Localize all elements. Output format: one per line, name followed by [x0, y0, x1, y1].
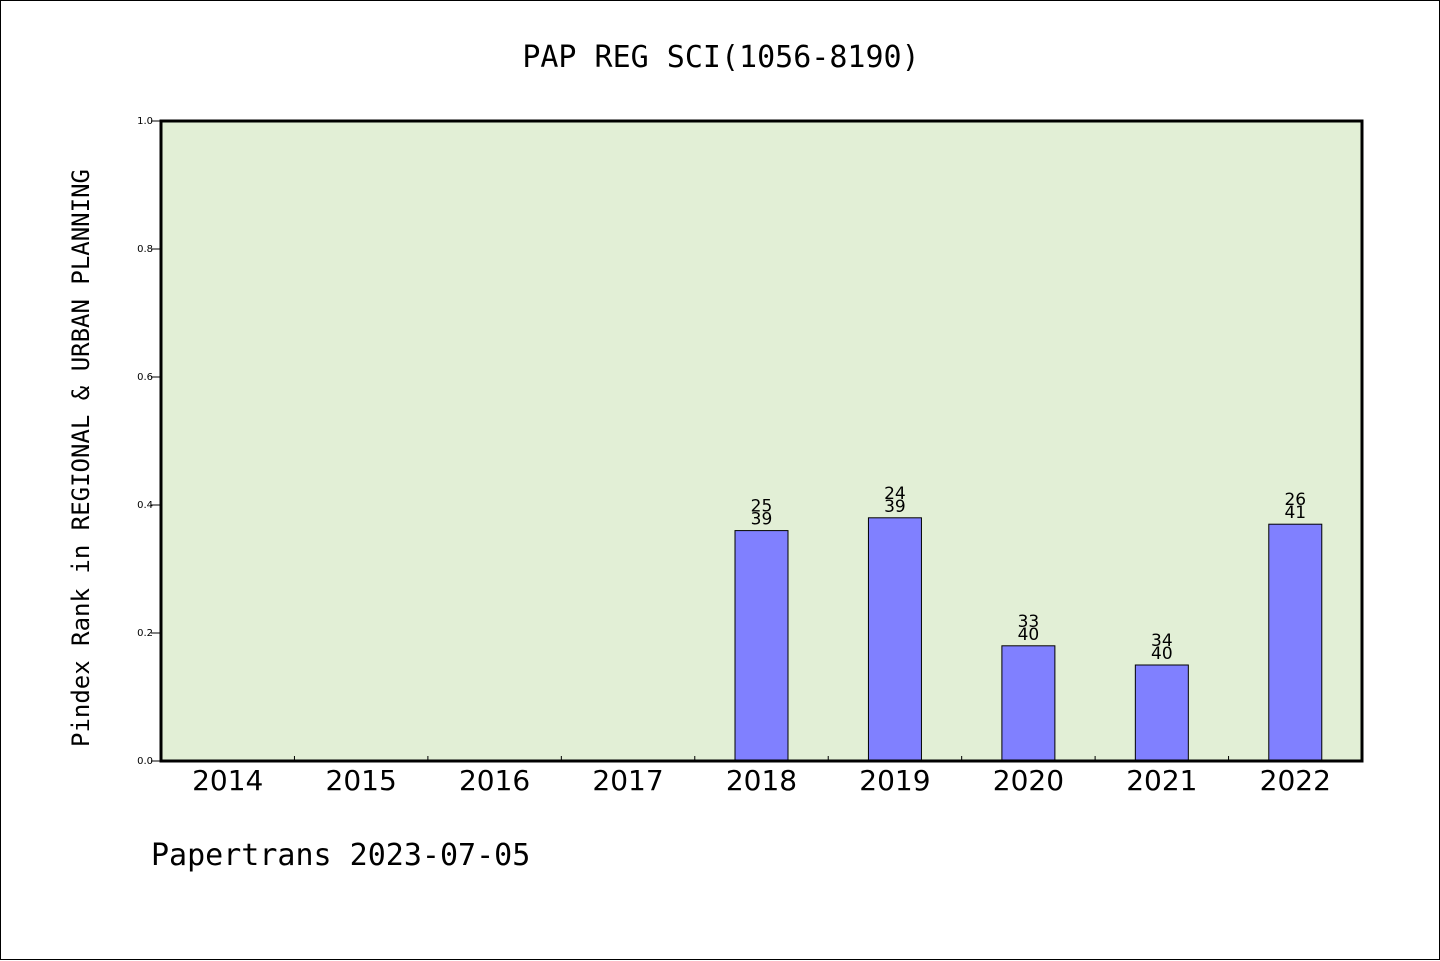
bar-rank-label: 33	[1018, 612, 1040, 632]
bar-2019	[867, 517, 922, 762]
bar-2020	[1001, 645, 1056, 762]
bar-rank-label: 34	[1151, 631, 1173, 651]
bar-rank-label: 25	[751, 497, 773, 517]
x-tick-label: 2018	[726, 764, 797, 797]
x-tick-label: 2021	[1126, 764, 1197, 797]
bar-total-label: 40	[1151, 644, 1173, 664]
y-tick-label: 1.0	[137, 116, 153, 127]
plot-border	[159, 119, 1364, 763]
bar-total-label: 39	[751, 510, 773, 530]
y-tick-label: 0.2	[137, 628, 153, 639]
x-tick-label: 2019	[859, 764, 930, 797]
bar-rank-label: 26	[1284, 490, 1306, 510]
y-axis-label: Pindex Rank in REGIONAL & URBAN PLANNING	[67, 169, 95, 747]
bar-2021	[1134, 664, 1189, 762]
bar-2018	[734, 530, 789, 762]
bar-2022	[1268, 523, 1323, 762]
y-tick-label: 0.8	[137, 244, 153, 255]
x-tick-label: 2016	[459, 764, 530, 797]
y-axis-ticks: 0.0 0.2 0.4 0.6 0.8 1.0	[137, 116, 161, 767]
x-tick-label: 2022	[1260, 764, 1331, 797]
bar-total-label: 39	[884, 497, 906, 517]
chart-title: PAP REG SCI(1056-8190)	[522, 40, 919, 75]
x-tick-label: 2015	[326, 764, 397, 797]
x-tick-label: 2020	[993, 764, 1064, 797]
bar-rank-label: 24	[884, 484, 906, 504]
y-tick-label: 0.0	[137, 756, 153, 767]
y-tick-label: 0.6	[137, 372, 153, 383]
footer-credit: Papertrans 2023-07-05	[151, 838, 530, 873]
y-tick-label: 0.4	[137, 500, 153, 511]
x-axis-ticks: 2014 2015 2016 2017 2018 2019 2020 2021 2022	[192, 756, 1331, 797]
x-tick-label: 2014	[192, 764, 263, 797]
bar-total-label: 41	[1284, 503, 1306, 523]
bars	[734, 517, 1323, 762]
x-tick-label: 2017	[592, 764, 663, 797]
bar-total-label: 40	[1018, 625, 1040, 645]
